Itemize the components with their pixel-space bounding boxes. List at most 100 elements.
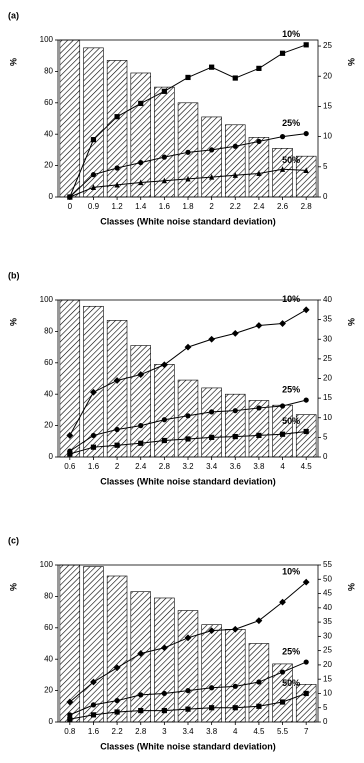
marker bbox=[303, 659, 309, 665]
series-label: 10% bbox=[282, 29, 300, 39]
marker bbox=[114, 709, 120, 715]
marker bbox=[279, 598, 286, 606]
marker bbox=[90, 678, 97, 686]
marker bbox=[303, 130, 309, 137]
y2-tick-label: 5 bbox=[323, 703, 328, 712]
x-tick-label: 2.4 bbox=[135, 462, 147, 471]
marker bbox=[231, 625, 239, 633]
marker bbox=[161, 177, 167, 184]
y-tick-label: 100 bbox=[40, 560, 54, 569]
y2-tick-label: 35 bbox=[323, 617, 332, 626]
y2-tick-label: 40 bbox=[323, 295, 332, 304]
y2-axis-label: % bbox=[346, 583, 356, 591]
bar bbox=[83, 566, 104, 723]
marker bbox=[209, 147, 215, 153]
bar bbox=[59, 564, 81, 723]
y-tick-label: 80 bbox=[44, 327, 53, 336]
marker bbox=[255, 617, 263, 625]
marker bbox=[256, 432, 262, 439]
marker bbox=[113, 377, 121, 384]
marker bbox=[279, 134, 286, 140]
marker bbox=[279, 699, 286, 705]
x-tick-label: 3.4 bbox=[206, 462, 218, 471]
marker bbox=[90, 388, 97, 396]
bar bbox=[177, 610, 199, 723]
marker bbox=[113, 664, 121, 672]
x-tick-label: 1.2 bbox=[112, 202, 124, 211]
panel-label: (c) bbox=[8, 535, 19, 545]
marker bbox=[303, 690, 309, 697]
x-tick-label: 3 bbox=[162, 727, 167, 736]
y-tick-label: 80 bbox=[44, 67, 53, 76]
marker bbox=[138, 159, 144, 166]
x-tick-label: 0.6 bbox=[64, 462, 76, 471]
marker bbox=[232, 172, 238, 178]
x-tick-label: 2.8 bbox=[301, 202, 313, 211]
marker bbox=[185, 149, 191, 155]
bar bbox=[225, 124, 246, 198]
y2-tick-label: 25 bbox=[323, 41, 332, 50]
y2-tick-label: 5 bbox=[323, 162, 328, 171]
bar bbox=[177, 379, 199, 458]
y-tick-label: 100 bbox=[40, 35, 54, 44]
marker bbox=[208, 627, 216, 635]
x-tick-label: 3.8 bbox=[253, 462, 265, 471]
y2-tick-label: 30 bbox=[323, 631, 332, 640]
y2-tick-label: 5 bbox=[323, 432, 328, 441]
marker bbox=[90, 172, 97, 178]
y2-tick-label: 50 bbox=[323, 574, 332, 583]
y-tick-label: 0 bbox=[49, 717, 54, 726]
marker bbox=[303, 42, 309, 48]
marker bbox=[185, 688, 191, 694]
marker bbox=[114, 442, 120, 448]
bar bbox=[154, 597, 175, 723]
y2-tick-label: 25 bbox=[323, 646, 332, 655]
marker bbox=[232, 408, 238, 414]
marker bbox=[209, 705, 215, 711]
marker bbox=[232, 433, 238, 440]
marker bbox=[185, 706, 191, 712]
y2-tick-label: 20 bbox=[323, 71, 332, 80]
marker bbox=[90, 444, 97, 450]
marker bbox=[161, 88, 167, 94]
marker bbox=[209, 173, 215, 180]
x-tick-label: 1.6 bbox=[159, 202, 171, 211]
series-label: 25% bbox=[282, 118, 300, 128]
y2-tick-label: 0 bbox=[323, 192, 328, 201]
marker bbox=[138, 692, 144, 698]
x-tick-label: 0 bbox=[68, 202, 73, 211]
y-tick-label: 0 bbox=[49, 192, 54, 201]
marker bbox=[90, 184, 97, 190]
marker bbox=[302, 578, 310, 586]
bar bbox=[130, 72, 151, 198]
y2-axis-label: % bbox=[346, 58, 356, 66]
x-tick-label: 0.9 bbox=[88, 202, 100, 211]
marker bbox=[185, 175, 191, 182]
marker bbox=[66, 432, 74, 439]
marker bbox=[184, 634, 192, 642]
marker bbox=[137, 371, 145, 378]
x-tick-label: 2.2 bbox=[112, 727, 124, 736]
y2-tick-label: 30 bbox=[323, 334, 332, 343]
x-tick-label: 4.5 bbox=[301, 462, 313, 471]
marker bbox=[160, 644, 168, 652]
marker bbox=[160, 361, 168, 369]
y-tick-label: 40 bbox=[44, 389, 53, 398]
marker bbox=[256, 703, 262, 709]
panel: (b)10%25%50%0204060801000510152025303540… bbox=[8, 270, 356, 486]
marker bbox=[232, 705, 238, 711]
y-tick-label: 20 bbox=[44, 421, 53, 430]
y2-tick-label: 20 bbox=[323, 660, 332, 669]
marker bbox=[185, 413, 191, 419]
y2-tick-label: 35 bbox=[323, 315, 332, 324]
x-axis-label: Classes (White noise standard deviation) bbox=[100, 741, 276, 751]
marker bbox=[279, 320, 286, 327]
x-tick-label: 5.5 bbox=[277, 727, 289, 736]
marker bbox=[209, 434, 215, 440]
marker bbox=[161, 707, 167, 714]
marker bbox=[90, 712, 97, 718]
x-axis-label: Classes (White noise standard deviation) bbox=[100, 476, 276, 486]
marker bbox=[303, 167, 309, 174]
